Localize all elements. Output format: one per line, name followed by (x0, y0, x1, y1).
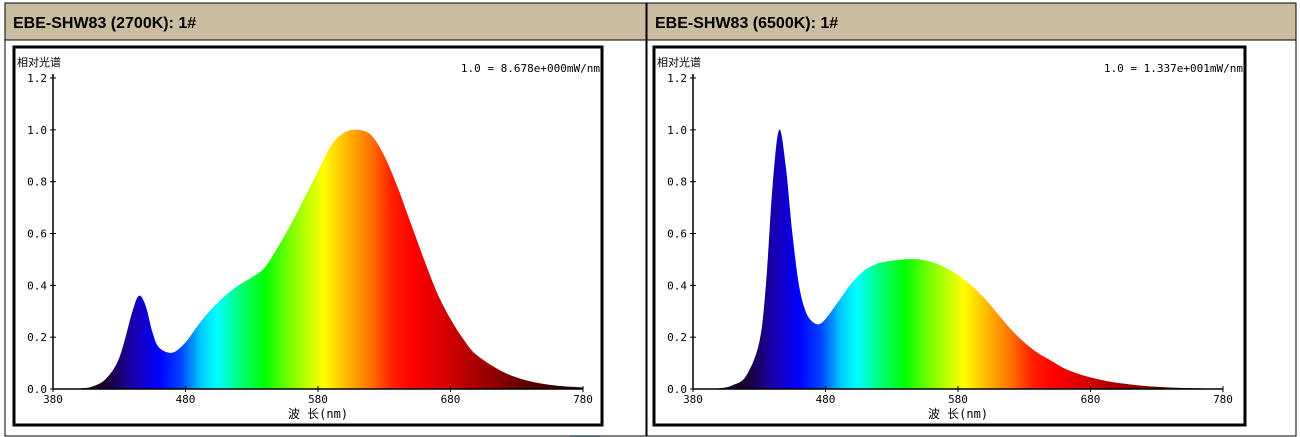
scale-note: 1.0 = 1.337e+001mW/nm (1104, 62, 1243, 75)
spectrum-panel: EBE-SHW83 (6500K): 1# 0.0 0.2 0.4 0.6 0.8 1.0 1… (646, 2, 1297, 437)
panel-header (4, 2, 647, 41)
x-tick-label: 480 (816, 393, 836, 406)
y-tick-label: 1.0 (27, 124, 47, 137)
x-tick-label: 780 (1213, 393, 1233, 406)
y-axis-title: 相对光谱 (657, 55, 701, 69)
y-tick-label: 0.6 (667, 228, 687, 241)
x-tick-label: 680 (441, 393, 461, 406)
x-tick-label: 380 (43, 393, 63, 406)
x-tick-label: 480 (176, 393, 196, 406)
y-axis-title: 相对光谱 (17, 55, 61, 69)
scale-note: 1.0 = 8.678e+000mW/nm (461, 62, 600, 75)
y-tick-label: 1.2 (667, 72, 687, 85)
y-tick-label: 0.0 (27, 383, 47, 396)
x-tick-label: 780 (573, 393, 593, 406)
y-tick-label: 0.8 (27, 176, 47, 189)
x-tick-label: 580 (308, 393, 328, 406)
spectrum-area (53, 129, 583, 389)
y-tick-label: 0.8 (667, 176, 687, 189)
y-tick-label: 0.2 (667, 331, 687, 344)
spectrum-area (693, 129, 1223, 389)
panel-title: EBE-SHW83 (2700K): 1# (13, 15, 196, 32)
spectrum-panel: EBE-SHW83 (2700K): 1# 0.0 0.2 0.4 0.6 0.8 1.0 1… (4, 2, 647, 437)
y-tick-label: 0.4 (667, 279, 687, 292)
y-tick-label: 0.6 (27, 228, 47, 241)
x-axis-title: 波 长(nm) (928, 407, 988, 421)
x-axis-title: 波 长(nm) (288, 407, 348, 421)
panel-title: EBE-SHW83 (6500K): 1# (655, 15, 838, 32)
y-tick-label: 0.0 (667, 383, 687, 396)
y-tick-label: 1.0 (667, 124, 687, 137)
y-tick-label: 0.4 (27, 279, 47, 292)
y-tick-label: 0.2 (27, 331, 47, 344)
y-tick-label: 1.2 (27, 72, 47, 85)
x-tick-label: 380 (683, 393, 703, 406)
x-tick-label: 680 (1081, 393, 1101, 406)
panel-header (646, 2, 1297, 41)
x-tick-label: 580 (948, 393, 968, 406)
